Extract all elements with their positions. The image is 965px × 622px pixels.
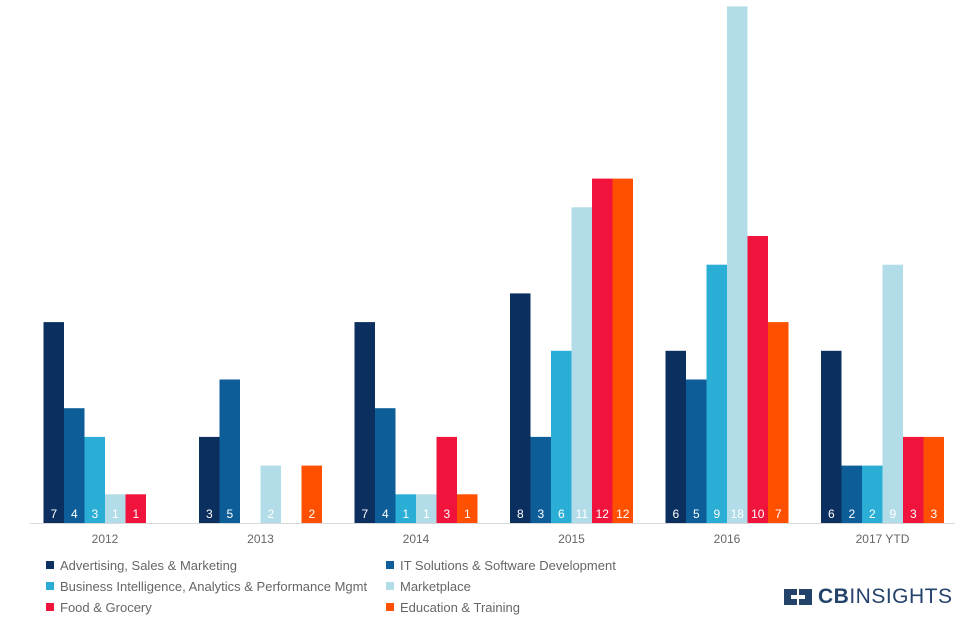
bar-2017-ytd-business-intelligence-analytics-and-performance-mgmt	[862, 465, 883, 523]
data-label-2015-marketplace: 11	[576, 507, 589, 521]
legend-label: IT Solutions & Software Development	[400, 557, 616, 573]
x-tick-label-2017-ytd: 2017 YTD	[856, 532, 910, 546]
bar-2014-education-and-training	[457, 494, 478, 523]
legend-swatch	[386, 582, 394, 590]
data-label-2016-education-and-training: 7	[775, 507, 782, 521]
data-label-2017-ytd-food-and-grocery: 3	[910, 507, 917, 521]
data-label-2016-advertising-sales-and-marketing: 6	[672, 507, 679, 521]
data-label-2013-it-solutions-and-software-development: 5	[226, 507, 233, 521]
data-label-2015-business-intelligence-analytics-and-performance-mgmt: 6	[558, 507, 565, 521]
legend-item-it-solutions-and-software-development: IT Solutions & Software Development	[386, 556, 686, 574]
data-label-2012-advertising-sales-and-marketing: 7	[50, 507, 57, 521]
legend-swatch	[46, 561, 54, 569]
data-label-2012-it-solutions-and-software-development: 4	[71, 507, 78, 521]
legend-swatch	[46, 582, 54, 590]
legend-item-food-and-grocery: Food & Grocery	[46, 598, 386, 616]
bar-2015-education-and-training	[612, 178, 633, 523]
bar-2013-it-solutions-and-software-development	[219, 379, 240, 523]
bar-2017-ytd-advertising-sales-and-marketing	[821, 350, 842, 523]
bar-2012-marketplace	[105, 494, 126, 523]
cb-insights-logo-icon	[784, 589, 812, 605]
bar-2012-food-and-grocery	[125, 494, 146, 523]
data-label-2014-it-solutions-and-software-development: 4	[382, 507, 389, 521]
x-tick-label-2012: 2012	[92, 532, 119, 546]
bar-2015-food-and-grocery	[592, 178, 613, 523]
legend-swatch	[46, 603, 54, 611]
data-label-2015-education-and-training: 12	[616, 507, 630, 521]
data-label-2015-advertising-sales-and-marketing: 8	[517, 507, 524, 521]
data-label-2016-marketplace: 18	[731, 507, 745, 521]
data-label-2014-business-intelligence-analytics-and-performance-mgmt: 1	[402, 507, 409, 521]
bar-2013-advertising-sales-and-marketing	[199, 436, 220, 523]
bar-2013-marketplace	[260, 465, 281, 523]
bar-2012-it-solutions-and-software-development	[64, 408, 85, 523]
bar-2016-marketplace	[727, 6, 748, 523]
bar-2013-education-and-training	[301, 465, 322, 523]
legend-label: Business Intelligence, Analytics & Perfo…	[60, 578, 368, 594]
data-label-2012-food-and-grocery: 1	[132, 507, 139, 521]
bar-2014-advertising-sales-and-marketing	[354, 322, 375, 523]
data-label-2017-ytd-advertising-sales-and-marketing: 6	[828, 507, 835, 521]
bar-chart: 7 4 3 1 1 3 5 2 2 7 4 1 1 3 1 8 3 6 11 12 12 6 5 9 18 10 7 6 2 2 9 3 3 2…	[30, 6, 955, 546]
data-label-2016-business-intelligence-analytics-and-performance-mgmt: 9	[713, 507, 720, 521]
legend: Advertising, Sales & Marketing IT Solutio…	[46, 556, 686, 616]
bar-2014-it-solutions-and-software-development	[375, 408, 396, 523]
data-label-2013-marketplace: 2	[267, 507, 274, 521]
cb-insights-logo: CBINSIGHTS	[782, 585, 953, 609]
bar-2017-ytd-education-and-training	[923, 436, 944, 523]
x-tick-label-2014: 2014	[403, 532, 430, 546]
x-tick-label-2016: 2016	[714, 532, 741, 546]
bar-2012-business-intelligence-analytics-and-performance-mgmt	[84, 436, 105, 523]
data-label-2014-advertising-sales-and-marketing: 7	[361, 507, 368, 521]
data-label-2014-marketplace: 1	[423, 507, 430, 521]
bar-2016-business-intelligence-analytics-and-performance-mgmt	[706, 264, 727, 523]
bar-2012-advertising-sales-and-marketing	[43, 322, 64, 523]
data-label-2015-it-solutions-and-software-development: 3	[537, 507, 544, 521]
data-label-2012-marketplace: 1	[112, 507, 119, 521]
bar-2015-advertising-sales-and-marketing	[510, 293, 531, 523]
legend-item-education-and-training: Education & Training	[386, 598, 686, 616]
legend-item-advertising-sales-and-marketing: Advertising, Sales & Marketing	[46, 556, 386, 574]
data-label-2013-education-and-training: 2	[308, 507, 315, 521]
x-tick-label-2013: 2013	[247, 532, 274, 546]
brand-text: CBINSIGHTS	[818, 585, 953, 608]
bar-2015-marketplace	[571, 207, 592, 524]
bars-layer: 7 4 3 1 1 3 5 2 2 7 4 1 1 3 1 8 3 6 11 12 12 6 5 9 18 10 7 6 2 2 9 3 3	[43, 6, 944, 524]
legend-item-business-intelligence-analytics-and-performance-mgmt: Business Intelligence, Analytics & Perfo…	[46, 577, 386, 595]
data-label-2016-it-solutions-and-software-development: 5	[693, 507, 700, 521]
legend-label: Marketplace	[400, 578, 471, 594]
x-tick-labels: 2012 2013 2014 2015 2016 2017 YTD	[92, 532, 910, 546]
data-label-2015-food-and-grocery: 12	[596, 507, 610, 521]
bar-2015-business-intelligence-analytics-and-performance-mgmt	[551, 350, 572, 523]
data-label-2013-advertising-sales-and-marketing: 3	[206, 507, 213, 521]
data-label-2012-business-intelligence-analytics-and-performance-mgmt: 3	[91, 507, 98, 521]
bar-2017-ytd-food-and-grocery	[903, 436, 924, 523]
bar-2015-it-solutions-and-software-development	[530, 436, 551, 523]
bar-2017-ytd-it-solutions-and-software-development	[841, 465, 862, 523]
legend-label: Food & Grocery	[60, 599, 152, 615]
bar-2014-marketplace	[416, 494, 437, 523]
bar-2016-it-solutions-and-software-development	[686, 379, 707, 523]
bar-2014-food-and-grocery	[436, 436, 457, 523]
data-label-2014-food-and-grocery: 3	[443, 507, 450, 521]
data-label-2017-ytd-education-and-training: 3	[930, 507, 937, 521]
legend-label: Advertising, Sales & Marketing	[60, 557, 238, 573]
legend-item-marketplace: Marketplace	[386, 577, 686, 595]
data-label-2017-ytd-it-solutions-and-software-development: 2	[848, 507, 855, 521]
data-label-2017-ytd-marketplace: 9	[889, 507, 896, 521]
data-label-2016-food-and-grocery: 10	[751, 507, 765, 521]
legend-swatch	[386, 603, 394, 611]
bar-2017-ytd-marketplace	[882, 264, 903, 523]
data-label-2014-education-and-training: 1	[464, 507, 471, 521]
data-label-2017-ytd-business-intelligence-analytics-and-performance-mgmt: 2	[869, 507, 876, 521]
legend-swatch	[386, 561, 394, 569]
legend-label: Education & Training	[400, 599, 520, 615]
bar-2016-food-and-grocery	[747, 236, 768, 523]
bar-2014-business-intelligence-analytics-and-performance-mgmt	[395, 494, 416, 523]
bar-2016-education-and-training	[768, 322, 789, 523]
x-tick-label-2015: 2015	[558, 532, 585, 546]
bar-2016-advertising-sales-and-marketing	[665, 350, 686, 523]
